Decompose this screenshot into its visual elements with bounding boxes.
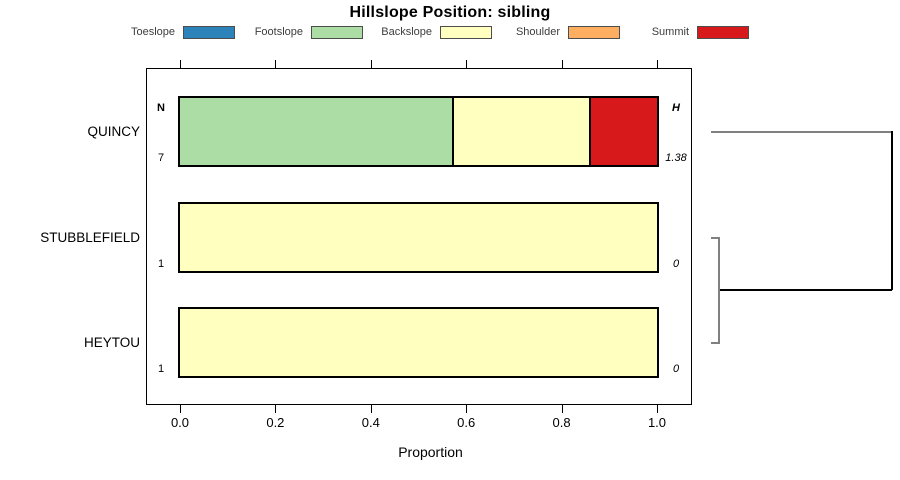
dendrogram-leaf-stub-heytou bbox=[711, 341, 720, 344]
bar-segment-summit bbox=[588, 98, 657, 165]
h-value-stubblefield: 0 bbox=[672, 258, 680, 270]
h-value-heytou: 0 bbox=[672, 363, 680, 375]
x-tick-bottom bbox=[466, 405, 468, 413]
bar-row-stubblefield bbox=[178, 202, 659, 273]
row-label-quincy: QUINCY bbox=[87, 123, 140, 139]
n-value-quincy: 7 bbox=[157, 152, 165, 164]
legend-swatch-shoulder bbox=[568, 25, 620, 39]
legend-item-summit: Summit bbox=[619, 24, 749, 40]
x-tick-bottom bbox=[275, 405, 277, 413]
h-value-quincy: 1.38 bbox=[665, 152, 687, 164]
x-tick-top bbox=[370, 60, 372, 68]
dendrogram-cluster-bracket bbox=[718, 236, 720, 344]
legend-item-footslope: Footslope bbox=[233, 24, 363, 40]
legend-swatch-toeslope bbox=[183, 25, 235, 39]
x-tick-top bbox=[561, 60, 563, 68]
bar-segment-backslope bbox=[180, 204, 657, 271]
x-tick-top bbox=[180, 60, 181, 68]
x-tick-label: 0.6 bbox=[457, 415, 476, 430]
row-label-heytou: HEYTOU bbox=[83, 334, 140, 350]
row-label-stubblefield: STUBBLEFIELD bbox=[40, 229, 140, 245]
bar-segment-backslope bbox=[452, 98, 589, 165]
bar-segment-backslope bbox=[180, 309, 657, 376]
x-tick-label: 0.2 bbox=[266, 415, 285, 430]
legend-swatch-summit bbox=[697, 25, 749, 39]
x-tick-bottom bbox=[370, 405, 372, 413]
plot-box bbox=[146, 68, 692, 405]
x-tick-label: 0.8 bbox=[552, 415, 571, 430]
x-axis-title: Proportion bbox=[398, 444, 463, 460]
x-tick-top bbox=[275, 60, 277, 68]
legend-item-label: Shoulder bbox=[515, 26, 560, 38]
legend-item-label: Footslope bbox=[254, 26, 303, 38]
x-tick-label: 0.4 bbox=[361, 415, 380, 430]
x-tick-label: 0.0 bbox=[170, 415, 190, 430]
legend-item-label: Toeslope bbox=[130, 26, 175, 38]
dendrogram-leaf-stub-stubblefield bbox=[711, 236, 720, 239]
dendrogram-branch-quincy bbox=[711, 130, 892, 133]
x-tick-label: 1.0 bbox=[647, 415, 667, 430]
x-tick-top bbox=[657, 60, 658, 68]
h-column-header: H bbox=[672, 102, 680, 114]
x-tick-bottom bbox=[657, 405, 658, 413]
bar-row-quincy bbox=[178, 96, 659, 167]
dendrogram-root-connector bbox=[891, 131, 893, 290]
legend-item-label: Summit bbox=[651, 26, 689, 38]
bar-segment-footslope bbox=[180, 98, 453, 165]
legend-item-label: Backslope bbox=[381, 26, 432, 38]
x-tick-bottom bbox=[561, 405, 563, 413]
legend-item-toeslope: Toeslope bbox=[105, 24, 235, 40]
legend-item-shoulder: Shoulder bbox=[490, 24, 620, 40]
legend-swatch-backslope bbox=[440, 25, 492, 39]
chart-title: Hillslope Position: sibling bbox=[349, 4, 551, 21]
x-tick-top bbox=[466, 60, 468, 68]
dendrogram-branch-cluster bbox=[719, 289, 892, 291]
n-column-header: N bbox=[157, 102, 165, 114]
legend-item-backslope: Backslope bbox=[362, 24, 492, 40]
n-value-heytou: 1 bbox=[157, 363, 165, 375]
x-tick-bottom bbox=[180, 405, 181, 413]
n-value-stubblefield: 1 bbox=[157, 258, 165, 270]
legend-swatch-footslope bbox=[311, 25, 363, 39]
bar-row-heytou bbox=[178, 307, 659, 378]
